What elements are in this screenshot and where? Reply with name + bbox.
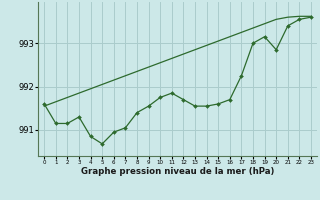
X-axis label: Graphe pression niveau de la mer (hPa): Graphe pression niveau de la mer (hPa) — [81, 167, 274, 176]
